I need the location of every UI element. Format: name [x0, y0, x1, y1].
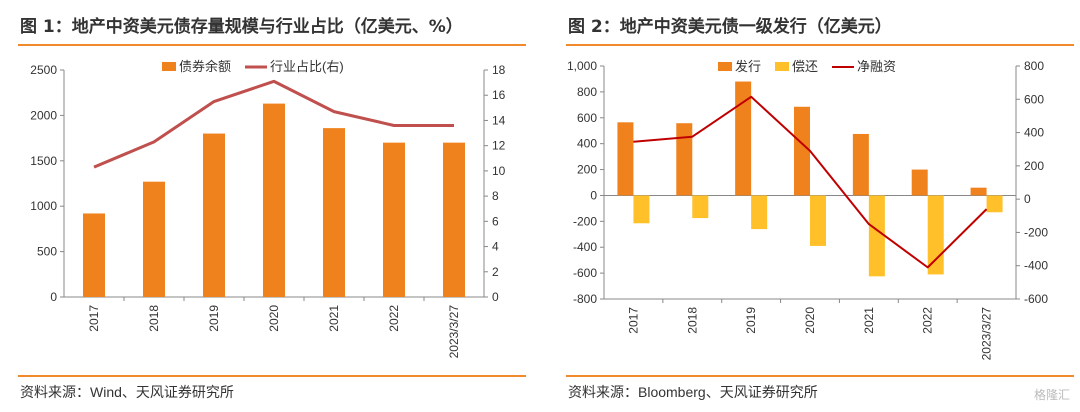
legend-swatch-偿还: [775, 62, 789, 71]
y-right-tick-label: 0: [1024, 192, 1031, 206]
y-left-tick-label: -200: [573, 214, 597, 228]
x-tick-label: 2020: [803, 307, 817, 334]
x-tick-label: 2018: [685, 307, 699, 334]
y-left-tick-label: 200: [577, 163, 597, 177]
right-panel: 图 2：地产中资美元债一级发行（亿美元） -800 -600 -400 -200 0 20…: [548, 0, 1080, 412]
bar-债券余额-2022: [383, 142, 405, 297]
source-rule: [566, 375, 1074, 377]
bar-偿还-2020: [810, 195, 826, 246]
bar-偿还-2019: [751, 195, 768, 230]
y-right-tick-label: 14: [492, 113, 506, 127]
legend-swatch-发行: [718, 62, 732, 71]
legend-label-净融资: 净融资: [857, 59, 896, 74]
watermark-logo: 格隆汇: [1033, 388, 1070, 402]
chart-primary-issuance: -800 -600 -400 -200 0 200 400 600 800 1,000 -600 -4…: [567, 59, 1048, 361]
y-right-tick-label: 16: [492, 88, 506, 102]
source-rule: [18, 375, 526, 377]
y-right-tick-label: 200: [1024, 159, 1044, 173]
bar-债券余额-2021: [323, 128, 345, 297]
y-left-tick-label: -600: [573, 266, 597, 280]
x-tick-label: 2020: [267, 305, 281, 332]
x-tick-label: 2017: [87, 305, 101, 332]
title-rule: [18, 44, 526, 46]
bar-债券余额-2018: [143, 181, 165, 297]
chart-stock-vs-share: 0 500 1000 1500 2000 2500 0 2 4 6 8 10 12 14 16 18 2017 2…: [30, 59, 506, 359]
x-tick-label: 2022: [387, 305, 401, 332]
y-left-tick-label: 500: [37, 245, 57, 259]
y-right-tick-label: 8: [492, 189, 499, 203]
y-left-tick-label: 1000: [30, 199, 57, 213]
bar-偿还-2017: [633, 195, 650, 224]
x-tick-label: 2019: [207, 305, 221, 332]
bar-债券余额-2023/3/27: [443, 142, 465, 297]
y-right-tick-label: 12: [492, 139, 506, 153]
y-right-tick-label: -400: [1024, 259, 1048, 273]
legend-label-债券余额: 债券余额: [179, 59, 231, 74]
y-left-tick-label: 2500: [30, 63, 57, 77]
y-left-tick-label: 0: [50, 290, 57, 304]
bar-偿还-2018: [692, 195, 709, 219]
bar-发行-2018: [676, 123, 693, 196]
y-left-tick-label: 600: [577, 111, 597, 125]
y-right-tick-label: -200: [1024, 225, 1048, 239]
bar-债券余额-2017: [83, 213, 105, 297]
x-tick-label: 2021: [327, 305, 341, 332]
x-tick-label: 2023/3/27: [980, 307, 994, 361]
source-note: 资料来源：Wind、天风证券研究所: [20, 384, 234, 400]
x-tick-label: 2021: [862, 307, 876, 334]
bar-发行-2020: [794, 106, 810, 196]
bar-发行-2019: [735, 81, 752, 196]
y-right-tick-label: 6: [492, 214, 499, 228]
y-left-tick-label: -800: [573, 292, 597, 306]
bar-债券余额-2019: [203, 133, 225, 297]
y-right-tick-label: 18: [492, 63, 506, 77]
x-tick-label: 2018: [147, 305, 161, 332]
y-left-tick-label: 1500: [30, 154, 57, 168]
y-left-tick-label: 1,000: [567, 59, 597, 73]
left-panel: 图 1：地产中资美元债存量规模与行业占比（亿美元、%） 0 500 1000 1500…: [0, 0, 530, 412]
x-tick-label: 2019: [744, 307, 758, 334]
y-left-tick-label: 2000: [30, 108, 57, 122]
y-right-tick-label: 2: [492, 265, 499, 279]
y-right-tick-label: -600: [1024, 292, 1048, 306]
legend-label-发行: 发行: [735, 59, 761, 74]
y-right-tick-label: 0: [492, 290, 499, 304]
y-right-tick-label: 800: [1024, 59, 1044, 73]
title-rule: [566, 44, 1074, 46]
y-left-tick-label: 400: [577, 137, 597, 151]
source-note: 资料来源：Bloomberg、天风证券研究所: [568, 384, 818, 400]
x-tick-label: 2017: [626, 307, 640, 334]
legend-label-行业占比(右): 行业占比(右): [270, 59, 344, 74]
x-tick-label: 2023/3/27: [447, 305, 461, 359]
y-right-tick-label: 10: [492, 164, 506, 178]
bar-偿还-2022: [927, 195, 944, 275]
x-tick-label: 2022: [921, 307, 935, 334]
legend-label-偿还: 偿还: [792, 59, 818, 74]
y-right-tick-label: 4: [492, 240, 499, 254]
y-left-tick-label: 800: [577, 85, 597, 99]
y-left-tick-label: 0: [590, 188, 597, 202]
bar-偿还-2023/3/27: [986, 195, 1003, 213]
bar-偿还-2021: [868, 195, 885, 277]
y-right-tick-label: 400: [1024, 126, 1044, 140]
bar-债券余额-2020: [263, 103, 285, 297]
y-left-tick-label: -400: [573, 240, 597, 254]
figure-title: 图 1：地产中资美元债存量规模与行业占比（亿美元、%）: [20, 17, 463, 37]
y-right-tick-label: 600: [1024, 92, 1044, 106]
bar-发行-2017: [617, 122, 634, 196]
legend-swatch-债券余额: [162, 62, 176, 71]
bar-发行-2022: [911, 169, 928, 196]
bar-发行-2023/3/27: [970, 187, 987, 196]
figure-title: 图 2：地产中资美元债一级发行（亿美元）: [568, 17, 892, 37]
bar-发行-2021: [852, 133, 869, 196]
